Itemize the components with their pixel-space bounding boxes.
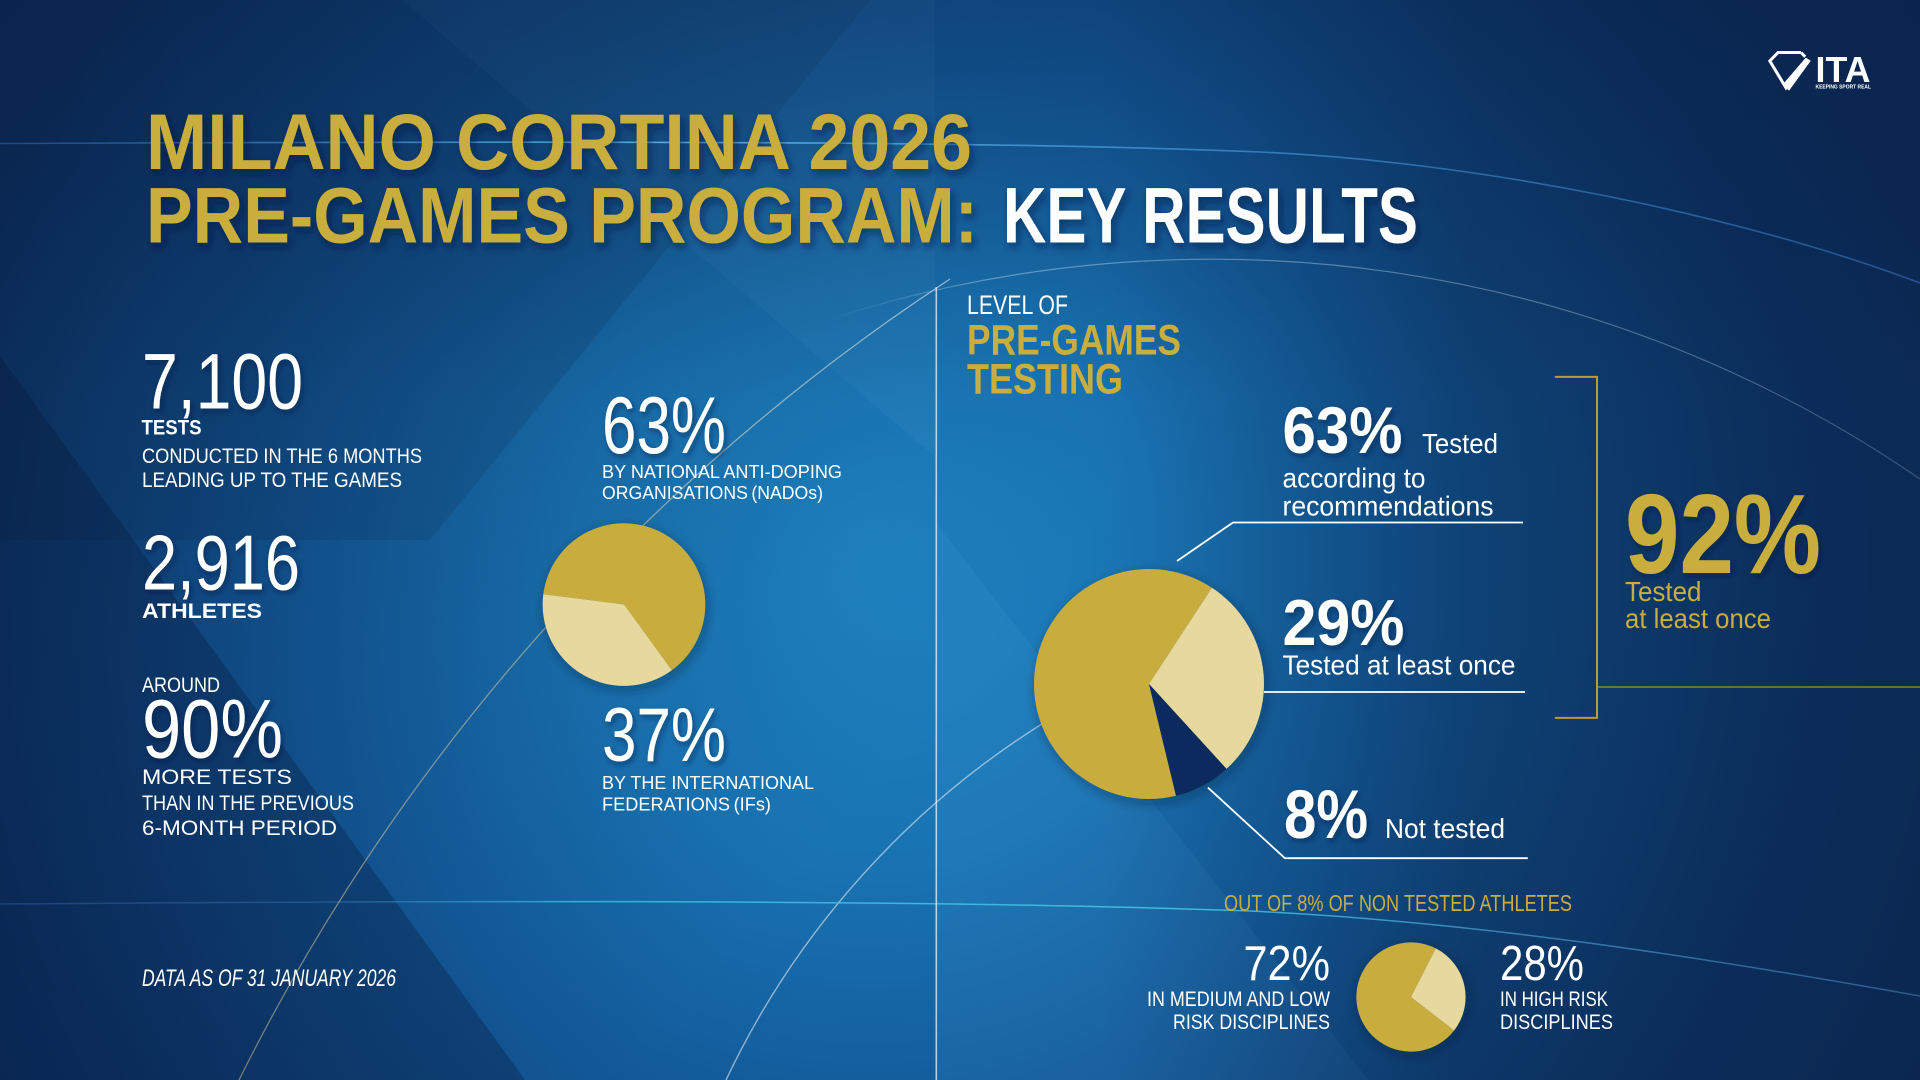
svg-text:72%: 72% bbox=[1244, 936, 1331, 991]
svg-text:DATA AS OF 31 JANUARY 2026: DATA AS OF 31 JANUARY 2026 bbox=[142, 965, 396, 992]
svg-text:2,916: 2,916 bbox=[142, 519, 300, 607]
svg-text:6-MONTH PERIOD: 6-MONTH PERIOD bbox=[142, 817, 337, 840]
svg-text:BY THE INTERNATIONAL: BY THE INTERNATIONAL bbox=[602, 772, 814, 793]
svg-text:CONDUCTED IN THE 6 MONTHS: CONDUCTED IN THE 6 MONTHS bbox=[142, 445, 422, 468]
svg-text:ORGANISATIONS (NADOs): ORGANISATIONS (NADOs) bbox=[602, 482, 823, 503]
svg-text:8%: 8% bbox=[1284, 776, 1368, 853]
svg-text:63%: 63% bbox=[602, 381, 726, 471]
svg-text:Not tested: Not tested bbox=[1385, 813, 1505, 844]
svg-text:according to: according to bbox=[1283, 463, 1426, 494]
svg-text:ATHLETES: ATHLETES bbox=[142, 600, 262, 623]
svg-text:PRE-GAMES: PRE-GAMES bbox=[967, 317, 1181, 365]
svg-text:7,100: 7,100 bbox=[142, 337, 303, 426]
svg-text:LEVEL OF: LEVEL OF bbox=[967, 290, 1068, 320]
svg-text:90%: 90% bbox=[142, 682, 283, 776]
svg-text:63%: 63% bbox=[1283, 394, 1403, 467]
svg-text:Tested: Tested bbox=[1422, 428, 1498, 459]
svg-text:BY NATIONAL ANTI-DOPING: BY NATIONAL ANTI-DOPING bbox=[602, 461, 842, 482]
svg-text:PRE-GAMES PROGRAM:: PRE-GAMES PROGRAM: bbox=[146, 172, 978, 260]
svg-text:THAN IN THE PREVIOUS: THAN IN THE PREVIOUS bbox=[142, 792, 354, 815]
svg-text:IN HIGH RISK: IN HIGH RISK bbox=[1500, 987, 1609, 1011]
svg-text:92%: 92% bbox=[1625, 471, 1821, 597]
svg-text:Tested at least once: Tested at least once bbox=[1283, 650, 1516, 681]
svg-text:ITA: ITA bbox=[1816, 49, 1871, 90]
svg-text:MORE TESTS: MORE TESTS bbox=[142, 766, 292, 789]
svg-text:TESTING: TESTING bbox=[967, 356, 1123, 404]
svg-text:DISCIPLINES: DISCIPLINES bbox=[1500, 1010, 1613, 1034]
svg-text:IN MEDIUM AND LOW: IN MEDIUM AND LOW bbox=[1147, 987, 1331, 1011]
svg-text:29%: 29% bbox=[1283, 586, 1405, 659]
svg-text:28%: 28% bbox=[1500, 936, 1584, 991]
svg-text:OUT OF 8% OF NON TESTED ATHLET: OUT OF 8% OF NON TESTED ATHLETES bbox=[1224, 890, 1572, 916]
svg-text:Tested: Tested bbox=[1625, 576, 1702, 607]
svg-text:TESTS: TESTS bbox=[142, 417, 202, 440]
svg-text:KEY RESULTS: KEY RESULTS bbox=[1003, 172, 1418, 260]
svg-text:MILANO CORTINA 2026: MILANO CORTINA 2026 bbox=[146, 98, 972, 186]
svg-text:recommendations: recommendations bbox=[1283, 491, 1494, 522]
svg-text:37%: 37% bbox=[602, 693, 726, 778]
svg-text:AROUND: AROUND bbox=[142, 674, 220, 697]
svg-text:at least once: at least once bbox=[1625, 603, 1771, 634]
svg-text:KEEPING SPORT REAL: KEEPING SPORT REAL bbox=[1816, 85, 1872, 91]
svg-text:FEDERATIONS (IFs): FEDERATIONS (IFs) bbox=[602, 794, 771, 815]
svg-text:RISK DISCIPLINES: RISK DISCIPLINES bbox=[1173, 1010, 1330, 1034]
svg-text:LEADING UP TO THE GAMES: LEADING UP TO THE GAMES bbox=[142, 469, 402, 492]
